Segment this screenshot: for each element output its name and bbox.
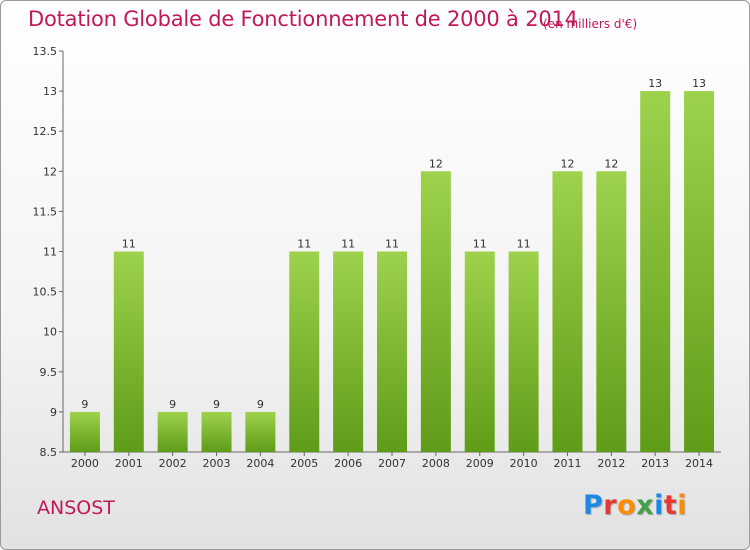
- logo-letter: i: [654, 490, 664, 521]
- bar: [113, 251, 144, 452]
- bar: [69, 411, 100, 452]
- x-tick-label: 2010: [510, 457, 538, 470]
- logo-letter: o: [617, 490, 637, 521]
- x-tick-label: 2014: [685, 457, 713, 470]
- logo-letter: P: [583, 490, 604, 521]
- bar: [201, 411, 232, 452]
- y-tick-label: 8.5: [40, 446, 58, 459]
- bar: [333, 251, 364, 452]
- logo-letter: x: [636, 490, 655, 521]
- bar-value-label: 11: [297, 238, 311, 251]
- y-tick-label: 12.5: [33, 125, 58, 138]
- bar-value-label: 11: [341, 238, 355, 251]
- y-tick-label: 10: [43, 326, 57, 339]
- y-tick-label: 13: [43, 85, 57, 98]
- x-tick-label: 2004: [246, 457, 274, 470]
- chart-subtitle: (en milliers d'€): [543, 17, 638, 31]
- bar-value-label: 11: [473, 238, 487, 251]
- chart-labels: 2000 9 2001 11 2002 9 2003 9 2004 9 2005 11 2006 11 20…: [71, 77, 713, 470]
- x-tick-label: 2008: [422, 457, 450, 470]
- bar-value-label: 11: [385, 238, 399, 251]
- x-tick-label: 2006: [334, 457, 362, 470]
- bar: [420, 171, 451, 453]
- bar-value-label: 9: [81, 398, 88, 411]
- commune-name: ANSOST: [37, 497, 115, 519]
- proxiti-logo: Proxiti: [583, 490, 687, 521]
- bar-value-label: 12: [604, 157, 618, 170]
- bar-value-label: 9: [169, 398, 176, 411]
- bar: [464, 251, 495, 452]
- y-tick-label: 11.5: [33, 205, 58, 218]
- x-tick-label: 2012: [597, 457, 625, 470]
- bar: [157, 411, 188, 452]
- bar: [640, 91, 671, 452]
- y-tick-label: 13.5: [33, 45, 58, 58]
- x-tick-label: 2009: [466, 457, 494, 470]
- bar-value-label: 9: [213, 398, 220, 411]
- bar: [508, 251, 539, 452]
- logo-letter: i: [677, 490, 688, 521]
- x-tick-label: 2011: [553, 457, 581, 470]
- bar-value-label: 11: [517, 238, 531, 251]
- x-tick-label: 2002: [159, 457, 187, 470]
- x-tick-label: 2007: [378, 457, 406, 470]
- bar: [289, 251, 320, 452]
- y-tick-label: 10.5: [33, 286, 58, 299]
- x-tick-label: 2000: [71, 457, 99, 470]
- x-tick-label: 2001: [115, 457, 143, 470]
- bar-value-label: 12: [429, 157, 443, 170]
- logo-letter: t: [663, 490, 678, 521]
- bar: [552, 171, 583, 453]
- y-tick-label: 9: [50, 406, 57, 419]
- x-tick-label: 2005: [290, 457, 318, 470]
- chart-bars: [69, 91, 715, 453]
- bar-value-label: 13: [692, 77, 706, 90]
- x-tick-label: 2003: [203, 457, 231, 470]
- bar-value-label: 11: [122, 238, 136, 251]
- bar-value-label: 9: [257, 398, 264, 411]
- logo-letter: r: [603, 490, 618, 521]
- x-tick-label: 2013: [641, 457, 669, 470]
- bar: [377, 251, 407, 452]
- chart-title: Dotation Globale de Fonctionnement de 20…: [28, 7, 578, 31]
- bar-value-label: 12: [560, 157, 574, 170]
- y-tick-label: 11: [43, 246, 57, 259]
- y-tick-label: 9.5: [40, 366, 58, 379]
- y-tick-label: 12: [43, 165, 57, 178]
- bar: [684, 91, 715, 452]
- bar-value-label: 13: [648, 77, 662, 90]
- bar: [245, 411, 276, 452]
- bar: [596, 171, 627, 453]
